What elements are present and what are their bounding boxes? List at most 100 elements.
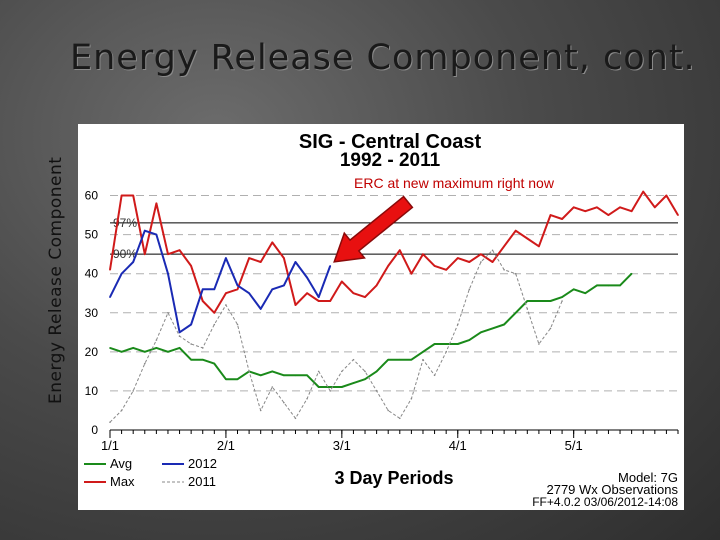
legend-label: Max [110,474,135,489]
series-line-2011 [109,249,563,423]
data-point-max [491,261,494,263]
data-point-2012 [143,229,146,232]
annotation-layer: ERC at new maximum right now [333,175,555,263]
data-point-avg [352,382,355,384]
data-point-max [584,210,587,212]
data-point-2011 [178,335,181,338]
legend-label: Avg [110,456,132,471]
data-point-2011 [143,362,146,365]
data-point-max [213,311,216,314]
data-point-avg [120,351,123,353]
data-point-max [271,241,274,244]
data-point-2011 [503,268,505,271]
data-point-2012 [271,288,274,291]
data-point-max [514,229,517,232]
data-point-2012 [109,296,111,298]
data-point-avg [491,327,494,330]
data-point-avg [190,358,192,361]
data-point-avg [433,343,436,345]
data-point-2011 [155,339,158,341]
data-point-max [642,190,645,193]
data-point-avg [259,374,262,377]
data-point-2011 [341,370,343,373]
data-point-max [155,202,158,205]
data-point-2011 [109,421,111,423]
data-point-avg [596,284,598,287]
series-line-max [109,190,679,314]
y-tick-label: 10 [85,384,99,398]
data-point-2012 [317,296,320,298]
data-point-2011 [248,370,250,373]
data-point-max [468,261,471,263]
data-point-max [433,265,436,267]
y-tick-label: 40 [85,267,99,281]
data-point-avg [213,362,216,365]
data-point-max [248,257,250,259]
data-point-avg [306,374,308,377]
data-point-max [445,268,447,271]
data-point-2012 [329,265,332,267]
footer-version: FF+4.0.2 03/06/2012-14:08 [532,495,678,509]
footer-model: Model: 7G [618,470,678,485]
data-point-2011 [120,409,123,412]
data-point-2012 [213,288,216,291]
data-point-2012 [259,308,262,310]
data-point-max [190,265,192,267]
annotation-text: ERC at new maximum right now [354,175,555,191]
data-point-max [167,253,169,255]
data-point-2011 [468,288,471,291]
legend-layer: Avg Max 2012 2011 [84,456,217,489]
data-point-2012 [283,284,285,287]
data-point-max [422,253,424,255]
chart-title: SIG - Central Coast [299,131,482,153]
data-point-avg [526,300,529,302]
data-point-2012 [306,276,308,279]
data-point-avg [178,347,181,349]
series-line-avg [109,272,633,388]
axes-layer: 0 10 20 30 40 50 60 97% 90% 1/1 2/1 3/1 4/1 5/1 [85,189,679,453]
data-point-avg [329,386,332,388]
data-point-avg [294,374,297,377]
data-point-2011 [201,347,204,349]
data-point-max [143,253,146,255]
data-point-2011 [271,386,274,388]
data-point-2011 [317,370,320,373]
legend-label: 2011 [188,474,216,489]
data-point-2012 [190,323,192,326]
data-point-max [549,214,552,216]
data-point-max [665,194,668,197]
data-point-2012 [178,331,181,334]
data-point-2011 [352,358,355,361]
data-point-2012 [132,261,134,263]
y-tick-label: 30 [85,306,99,320]
data-point-max [630,210,633,212]
data-point-max [178,249,181,252]
data-point-2012 [248,292,250,295]
data-point-max [456,257,459,259]
data-point-avg [468,339,471,341]
data-point-max [294,304,297,306]
y-tick-label: 50 [85,228,99,242]
data-point-avg [410,358,413,361]
slide-title: Energy Release Component, cont. [70,38,696,78]
data-point-avg [271,370,274,373]
data-point-avg [109,347,111,349]
data-point-max [596,206,598,209]
data-point-avg [503,323,505,326]
data-point-avg [143,351,146,353]
data-point-avg [398,358,401,361]
data-point-avg [572,288,575,291]
data-point-avg [619,284,621,287]
y-tick-label: 60 [85,189,99,203]
data-point-max [572,206,575,209]
data-point-2011 [236,323,239,326]
data-point-avg [584,292,587,295]
data-point-2011 [387,409,390,412]
data-point-2012 [167,272,169,275]
data-point-2011 [422,358,424,361]
data-point-2011 [549,327,552,330]
data-point-2011 [398,417,401,420]
data-point-avg [375,370,378,373]
data-point-max [109,268,111,271]
data-point-max [398,249,401,252]
